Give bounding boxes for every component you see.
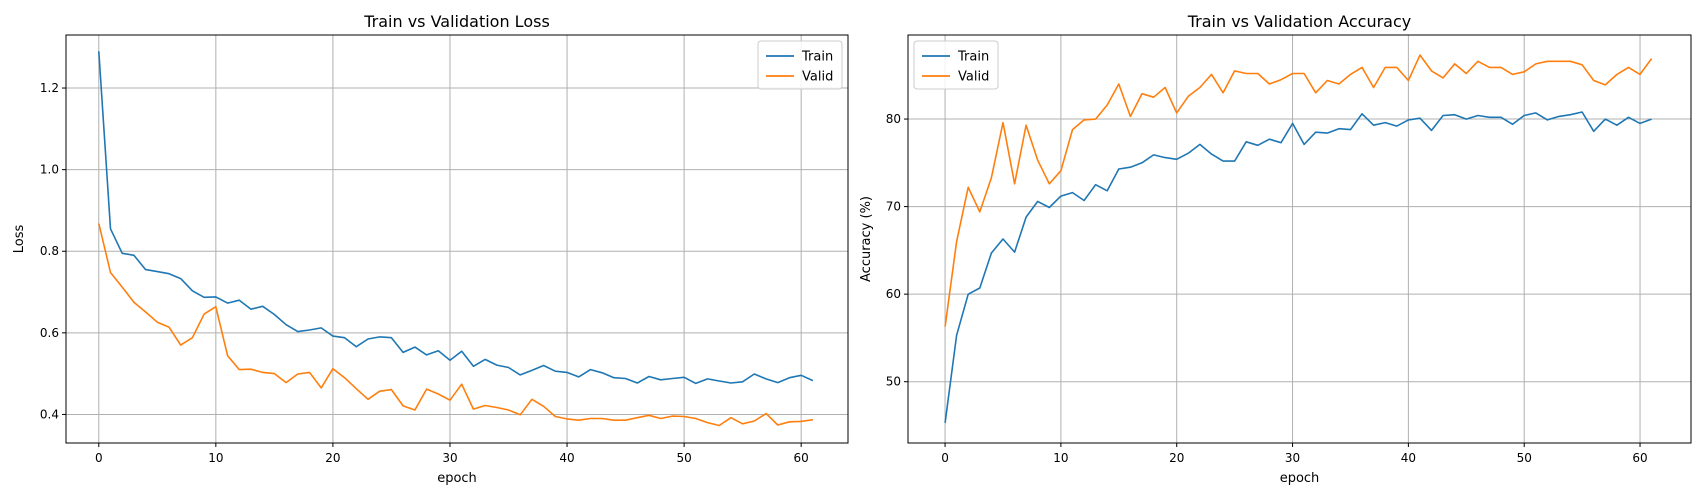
y-tick-label: 80 <box>886 112 901 126</box>
x-tick-label: 20 <box>1169 451 1184 465</box>
legend-label-valid: Valid <box>802 70 833 85</box>
x-tick-label: 30 <box>442 451 457 465</box>
plot-frame <box>907 34 1692 444</box>
x-axis-label: epoch <box>437 471 477 486</box>
loss-chart-panel: 0 10 20 30 40 50 60 0.4 0.6 0.8 1.0 1.2 Train vs Val… <box>12 12 849 486</box>
x-tick-label: 40 <box>559 451 574 465</box>
legend-label-train: Train <box>801 50 833 65</box>
x-tick-label: 10 <box>208 451 223 465</box>
x-tick-label: 60 <box>1632 451 1647 465</box>
y-tick-label: 70 <box>886 200 901 214</box>
x-tick-label: 40 <box>1401 451 1416 465</box>
chart-title: Train vs Validation Accuracy <box>1187 12 1412 31</box>
y-axis-label: Loss <box>12 225 27 254</box>
chart-title: Train vs Validation Loss <box>363 12 550 31</box>
y-tick-label: 0.4 <box>40 407 59 421</box>
plot-frame <box>65 34 849 444</box>
legend-box <box>757 40 843 90</box>
x-tick-label: 50 <box>676 451 691 465</box>
legend-box <box>913 40 999 90</box>
x-tick-label: 0 <box>941 451 949 465</box>
y-tick-label: 60 <box>886 287 901 301</box>
x-tick-label: 10 <box>1053 451 1068 465</box>
series-line-train <box>98 51 814 385</box>
series-line-valid <box>944 54 1653 327</box>
y-axis-label: Accuracy (%) <box>859 196 874 282</box>
x-tick-label: 20 <box>325 451 340 465</box>
x-tick-label: 30 <box>1285 451 1300 465</box>
x-tick-label: 60 <box>794 451 809 465</box>
y-tick-label: 50 <box>886 375 901 389</box>
legend-label-valid: Valid <box>958 70 989 85</box>
x-tick-label: 0 <box>95 451 103 465</box>
series-line-valid <box>98 223 814 427</box>
y-tick-label: 1.2 <box>40 81 59 95</box>
series-line-train <box>944 111 1652 424</box>
y-tick-label: 0.6 <box>40 326 59 340</box>
legend: Train Valid <box>757 40 843 90</box>
y-tick-label: 0.8 <box>40 244 59 258</box>
accuracy-chart-panel: 0 10 20 30 40 50 60 50 60 70 80 Train vs Validation… <box>859 12 1692 486</box>
y-tick-label: 1.0 <box>40 163 59 177</box>
legend-label-train: Train <box>957 50 989 65</box>
x-axis-label: epoch <box>1280 471 1320 486</box>
legend: Train Valid <box>913 40 999 90</box>
x-tick-label: 50 <box>1517 451 1532 465</box>
